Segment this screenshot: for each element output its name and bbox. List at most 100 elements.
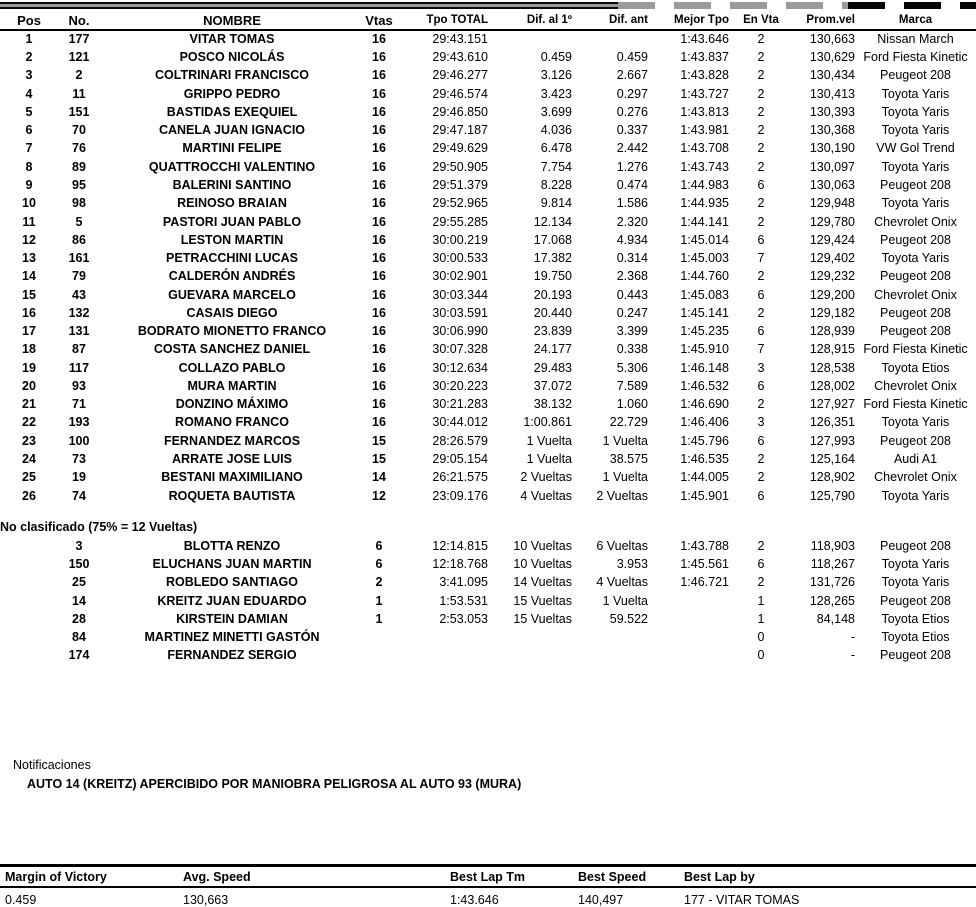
cell-tpo-total: 30:03.591 [432, 305, 488, 320]
cell-vtas: 15 [372, 433, 386, 448]
cell-dif-ant: 1.060 [616, 397, 648, 412]
cell-vtas: 16 [372, 86, 386, 101]
unclassified-label: No clasificado (75% = 12 Vueltas) [0, 520, 198, 535]
cell-en-vta: 2 [757, 68, 765, 83]
cell-dif-al-1: 38.132 [533, 397, 572, 412]
cell-dif-al-1: 20.193 [533, 287, 572, 302]
spacer-row [0, 505, 976, 518]
table-row: 8 89 QUATTROCCHI VALENTINO 16 29:50.905 7.754… [0, 158, 976, 176]
cell-prom-vel: 128,265 [809, 593, 855, 608]
cell-mejor-tpo [648, 628, 729, 646]
summary-section: Margin of Victory Avg. Speed Best Lap Tm Be… [0, 864, 976, 907]
cell-pos: 11 [22, 214, 36, 229]
cell-pos: 2 [25, 50, 33, 65]
cell-no: 98 [72, 196, 86, 211]
cell-dif-al-1: 17.068 [533, 232, 572, 247]
cell-dif-ant: 1 Vuelta [602, 593, 648, 608]
header-row: Pos No. NOMBRE Vtas Tpo TOTAL Dif. al 1º Dif. … [0, 11, 976, 31]
cell-dif-al-1: 8.228 [540, 178, 572, 192]
cell-no: 151 [68, 104, 90, 119]
cell-no: 25 [72, 575, 86, 590]
checkered-flag-strip [0, 2, 976, 9]
cell-pos [0, 573, 58, 591]
cell-marca: Ford Fiesta Kinetic [863, 342, 968, 357]
table-row: 23 100 FERNANDEZ MARCOS 15 28:26.579 1 Vuelta… [0, 432, 976, 450]
cell-no: 89 [72, 159, 86, 174]
cell-pos [0, 555, 58, 573]
table-row: 12 86 LESTON MARTIN 16 30:00.219 17.068 4.934 1… [0, 231, 976, 249]
cell-no: 76 [72, 141, 86, 156]
cell-en-vta: 0 [757, 630, 765, 645]
cell-nombre: ARRATE JOSE LUIS [172, 451, 292, 466]
cell-pos: 20 [22, 378, 36, 393]
cell-no: 121 [68, 50, 90, 65]
cell-pos [0, 537, 58, 555]
cell-vtas: 16 [372, 305, 386, 320]
cell-en-vta: 3 [757, 360, 765, 375]
table-row: 15 43 GUEVARA MARCELO 16 30:03.344 20.193 0.44… [0, 286, 976, 304]
cell-marca: Peugeot 208 [880, 178, 951, 192]
column-header-en-vta: En Vta [729, 11, 793, 31]
cell-no: 74 [72, 488, 86, 503]
cell-vtas: 1 [375, 593, 383, 608]
cell-mejor-tpo: 1:43.813 [680, 104, 729, 119]
cell-dif-ant: 38.575 [609, 451, 648, 466]
cell-nombre: PETRACCHINI LUCAS [166, 251, 298, 266]
table-row: 17 131 BODRATO MIONETTO FRANCO 16 30:06.990 2… [0, 322, 976, 340]
cell-prom-vel: 128,538 [809, 360, 855, 375]
cell-tpo-total: 30:02.901 [432, 269, 488, 284]
table-row: 14 KREITZ JUAN EDUARDO 1 1:53.531 15 Vueltas… [0, 592, 976, 610]
table-row: 13 161 PETRACCHINI LUCAS 16 30:00.533 17.382 0… [0, 249, 976, 267]
table-row: 2 121 POSCO NICOLÁS 16 29:43.610 0.459 0.459 1:… [0, 48, 976, 66]
cell-nombre: PASTORI JUAN PABLO [162, 214, 302, 229]
cell-en-vta: 2 [757, 104, 765, 119]
cell-mejor-tpo: 1:45.910 [680, 342, 729, 357]
cell-prom-vel: 130,663 [809, 32, 855, 47]
cell-pos: 9 [25, 178, 33, 192]
unclassified-section: No clasificado (75% = 12 Vueltas) [0, 505, 976, 537]
cell-mejor-tpo: 1:45.901 [680, 488, 729, 503]
cell-vtas: 16 [372, 397, 386, 412]
table-row: 18 87 COSTA SANCHEZ DANIEL 16 30:07.328 24.17… [0, 341, 976, 359]
cell-vtas: 16 [372, 104, 386, 119]
cell-nombre: REINOSO BRAIAN [177, 196, 287, 211]
cell-nombre: KREITZ JUAN EDUARDO [157, 593, 307, 608]
cell-no: 71 [72, 397, 86, 412]
cell-prom-vel: 128,939 [809, 324, 855, 339]
cell-dif-ant: 0.338 [616, 342, 648, 357]
cell-nombre: GRIPPO PEDRO [183, 86, 281, 101]
cell-dif-ant: 0.314 [616, 251, 648, 266]
cell-marca: Toyota Yaris [881, 251, 950, 266]
cell-marca: Chevrolet Onix [874, 378, 957, 393]
cell-marca: Toyota Yaris [881, 196, 950, 211]
table-row: 28 KIRSTEIN DAMIAN 1 2:53.053 15 Vueltas 59.5… [0, 610, 976, 628]
unclassified-rows: 3 BLOTTA RENZO 6 12:14.815 10 Vueltas 6 Vuelt… [0, 537, 976, 665]
cell-tpo-total: 30:21.283 [432, 397, 488, 412]
cell-dif-al-1: 37.072 [533, 378, 572, 393]
cell-en-vta: 2 [757, 397, 765, 412]
cell-nombre: ROQUETA BAUTISTA [168, 488, 296, 503]
cell-tpo-total: 30:12.634 [432, 360, 488, 375]
cell-no: 132 [68, 305, 90, 320]
cell-mejor-tpo: 1:43.743 [680, 159, 729, 174]
cell-vtas: 16 [372, 50, 386, 65]
cell-vtas: 16 [372, 342, 386, 357]
cell-mejor-tpo: 1:43.727 [680, 86, 729, 101]
cell-dif-al-1: 1:00.861 [523, 415, 572, 430]
table-row: 5 151 BASTIDAS EXEQUIEL 16 29:46.850 3.699 0.2… [0, 103, 976, 121]
table-row: 150 ELUCHANS JUAN MARTIN 6 12:18.768 10 Vuel… [0, 555, 976, 573]
summary-value-best-lap-tm: 1:43.646 [450, 893, 499, 907]
summary-header-best-lap-by: Best Lap by [684, 870, 755, 884]
cell-no: 117 [68, 360, 90, 375]
cell-mejor-tpo: 1:45.561 [680, 557, 729, 572]
cell-vtas: 2 [375, 575, 383, 590]
cell-tpo-total: 12:14.815 [432, 538, 488, 553]
cell-en-vta: 6 [757, 557, 765, 572]
cell-pos: 19 [22, 360, 36, 375]
cell-dif-ant: 4.934 [616, 232, 648, 247]
cell-nombre: BODRATO MIONETTO FRANCO [137, 324, 327, 339]
cell-en-vta: 3 [757, 415, 765, 430]
cell-tpo-total: 29:49.629 [432, 141, 488, 156]
cell-en-vta: 6 [757, 378, 765, 393]
cell-marca: Toyota Yaris [881, 123, 950, 138]
